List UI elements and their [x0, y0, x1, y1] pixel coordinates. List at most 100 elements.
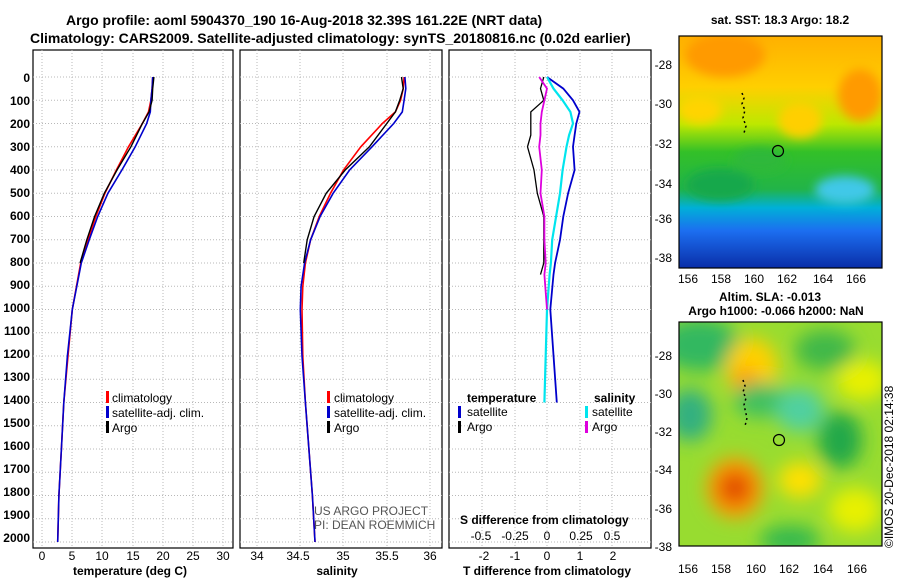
sla-lat-tick: -38 [655, 540, 673, 554]
legend-swatch-s-satellite [585, 406, 588, 418]
imos-credit: ©IMOS 20-Dec-2018 02:14:38 [882, 385, 896, 548]
legend-swatch-s-argo [585, 421, 588, 433]
depth-tick: 1800 [3, 485, 30, 499]
salinity-legend: climatology satellite-adj. clim. Argo [327, 391, 426, 435]
temperature-tick: 25 [186, 549, 200, 563]
sst-cool-patch [734, 148, 786, 172]
temperature-tick: 20 [156, 549, 170, 563]
s-difference-ticks: -0.5 -0.25 0 0.25 0.5 [471, 529, 621, 543]
s-difference-tick: 0 [544, 529, 551, 543]
salinity-line-climatology [301, 76, 405, 543]
temperature-tick: 15 [126, 549, 140, 563]
sla-lat-tick: -28 [655, 349, 673, 363]
project-note-1: US ARGO PROJECT [314, 504, 429, 518]
temperature-tick: 5 [69, 549, 76, 563]
legend-swatch-argo [106, 421, 109, 433]
depth-tick: 500 [10, 186, 30, 200]
legend-climatology: climatology [334, 391, 394, 405]
sst-cool-patch [686, 169, 754, 201]
difference-panel: temperature salinity satellite satellite… [448, 49, 652, 578]
sla-low-patch [795, 330, 855, 370]
s-difference-tick: 0.5 [604, 529, 621, 543]
sla-lon-tick: 158 [711, 562, 731, 576]
sla-lon-tick: 164 [813, 562, 833, 576]
sla-map-subtitle: Argo h1000: -0.066 h2000: NaN [688, 304, 863, 318]
sla-field [679, 322, 882, 546]
sst-warm-patch [679, 96, 722, 124]
depth-tick: 400 [10, 163, 30, 177]
sla-lat-tick: -34 [655, 463, 673, 477]
sst-lon-tick: 156 [678, 272, 698, 286]
depth-tick-labels: 0 100 200 300 400 500 600 700 800 900 10… [3, 71, 30, 545]
sla-low-patch [734, 382, 786, 418]
temperature-x-ticks: 0 5 10 15 20 25 30 [39, 549, 230, 563]
depth-tick: 1300 [3, 370, 30, 384]
legend-satellite: satellite-adj. clim. [112, 406, 204, 420]
difference-legend: temperature salinity satellite satellite… [458, 391, 636, 434]
sst-warm-patch [685, 36, 765, 77]
sla-lon-tick: 160 [746, 562, 766, 576]
sst-map-title: sat. SST: 18.3 Argo: 18.2 [711, 13, 850, 27]
salinity-tick: 34.5 [286, 549, 310, 563]
salinity-axes-frame [239, 49, 443, 549]
t-difference-ticks: -2 -1 0 1 2 [479, 549, 617, 563]
figure-title-line2: Climatology: CARS2009. Satellite-adjuste… [30, 30, 631, 46]
depth-tick: 1900 [3, 508, 30, 522]
sst-lat-tick: -38 [655, 251, 673, 265]
sst-map-frame [678, 35, 883, 269]
t-difference-tick: 0 [544, 549, 551, 563]
sla-low-patch [760, 526, 820, 546]
project-note-2: PI: DEAN ROEMMICH [314, 518, 435, 532]
sst-lon-tick: 166 [846, 272, 866, 286]
salinity-line-satellite [299, 76, 407, 543]
legend-satellite: satellite-adj. clim. [334, 406, 426, 420]
sst-lat-tick: -34 [655, 177, 673, 191]
temperature-series [56, 76, 155, 543]
depth-tick: 100 [10, 94, 30, 108]
sst-lon-tick: 160 [744, 272, 764, 286]
difference-axes-frame [448, 49, 652, 549]
sst-field [679, 36, 882, 268]
sst-coastline-trace [741, 92, 747, 134]
temperature-legend: climatology satellite-adj. clim. Argo [106, 391, 204, 435]
temperature-line-argo [79, 76, 155, 264]
legend-temperature-title: temperature [467, 391, 537, 405]
depth-tick: 300 [10, 140, 30, 154]
salinity-tick: 34 [250, 549, 264, 563]
difference-gridlines [449, 50, 651, 548]
legend-swatch-t-argo [458, 421, 461, 433]
sla-x-ticks: 156 158 160 162 164 166 [678, 562, 867, 576]
sla-high-patch [836, 360, 882, 400]
sla-lon-tick: 166 [847, 562, 867, 576]
diff-line-s-argo [538, 76, 548, 310]
sst-lat-tick: -36 [655, 212, 673, 226]
temperature-tick: 30 [216, 549, 230, 563]
depth-tick: 1100 [4, 324, 30, 338]
legend-swatch-argo [327, 421, 330, 433]
sla-lat-tick: -30 [655, 387, 673, 401]
sst-map: sat. SST: 18.3 Argo: 18.2 -28 -30 -32 -3… [655, 13, 883, 286]
sla-high-patch [719, 472, 751, 504]
difference-series [526, 76, 581, 403]
legend-salinity-title: salinity [594, 391, 636, 405]
s-difference-tick: 0.25 [569, 529, 593, 543]
legend-s-satellite: satellite [592, 405, 633, 419]
depth-tick: 1500 [3, 416, 30, 430]
legend-t-argo: Argo [467, 420, 493, 434]
depth-tick: 800 [10, 255, 30, 269]
diff-line-s-satellite [543, 76, 575, 403]
sla-map: Altim. SLA: -0.013 Argo h1000: -0.066 h2… [655, 290, 883, 576]
diff-line-t-satellite [546, 76, 581, 403]
salinity-tick: 35.5 [375, 549, 399, 563]
salinity-panel: 34 34.5 35 35.5 36 salinity climatology … [239, 49, 443, 578]
sst-lon-tick: 158 [711, 272, 731, 286]
temperature-xlabel: temperature (deg C) [73, 564, 187, 578]
sst-lon-tick: 164 [813, 272, 833, 286]
t-difference-tick: -1 [510, 549, 521, 563]
depth-tick: 1400 [3, 393, 30, 407]
sst-lat-tick: -30 [655, 97, 673, 111]
salinity-series [299, 76, 407, 543]
depth-tick: 900 [10, 278, 30, 292]
sst-lat-tick: -28 [655, 58, 673, 72]
